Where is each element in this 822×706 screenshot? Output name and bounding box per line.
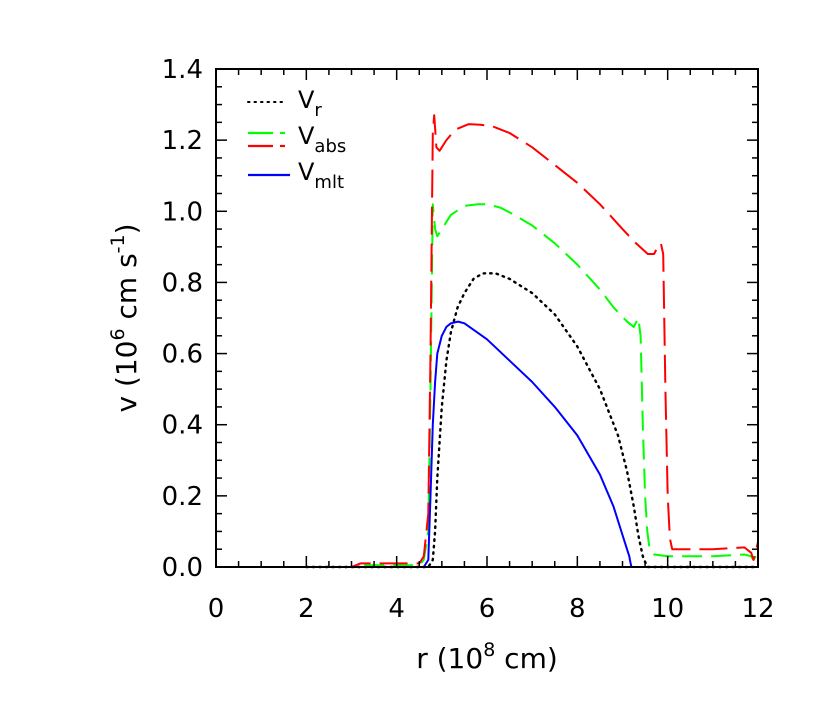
y-tick-label: 1.0 <box>162 197 203 227</box>
legend-item-vmlt: Vmlt <box>248 158 344 193</box>
x-tick-label: 8 <box>569 594 586 624</box>
y-tick-label: 1.2 <box>162 126 203 156</box>
series-line-0 <box>305 272 760 569</box>
y-axis-title: v (106 cm s-1) <box>107 223 143 412</box>
series-line-2 <box>306 114 759 568</box>
x-tick-label: 12 <box>741 594 774 624</box>
x-axis-title: r (108 cm) <box>416 639 558 675</box>
series-layer <box>305 114 760 569</box>
x-tick-label: 4 <box>388 594 405 624</box>
y-tick-label: 0.6 <box>162 340 203 370</box>
y-tick-label: 0.4 <box>162 411 203 441</box>
svg-text:Vr: Vr <box>298 86 322 121</box>
y-tick-label: 1.4 <box>162 55 203 85</box>
svg-text:Vabs: Vabs <box>298 122 346 157</box>
legend-item-vr: Vr <box>247 86 322 121</box>
y-axis-tick-labels: 0.0 0.2 0.4 0.6 0.8 1.0 1.2 1.4 <box>162 55 203 583</box>
svg-text:Vmlt: Vmlt <box>298 158 344 193</box>
x-tick-label: 2 <box>298 594 315 624</box>
series-line-3 <box>306 320 758 568</box>
y-tick-label: 0.2 <box>162 482 203 512</box>
y-tick-label: 0.8 <box>162 268 203 298</box>
series-line-1 <box>306 203 759 568</box>
x-axis-tick-labels: 0 2 4 6 8 10 12 <box>208 594 775 624</box>
legend-item-vabs: Vabs <box>248 122 346 157</box>
y-tick-label: 0.0 <box>162 553 203 583</box>
axis-ticks <box>215 68 759 568</box>
x-tick-label: 0 <box>208 594 225 624</box>
x-tick-label: 6 <box>479 594 496 624</box>
x-tick-label: 10 <box>651 594 684 624</box>
legend: Vr Vabs Vmlt <box>247 86 346 193</box>
